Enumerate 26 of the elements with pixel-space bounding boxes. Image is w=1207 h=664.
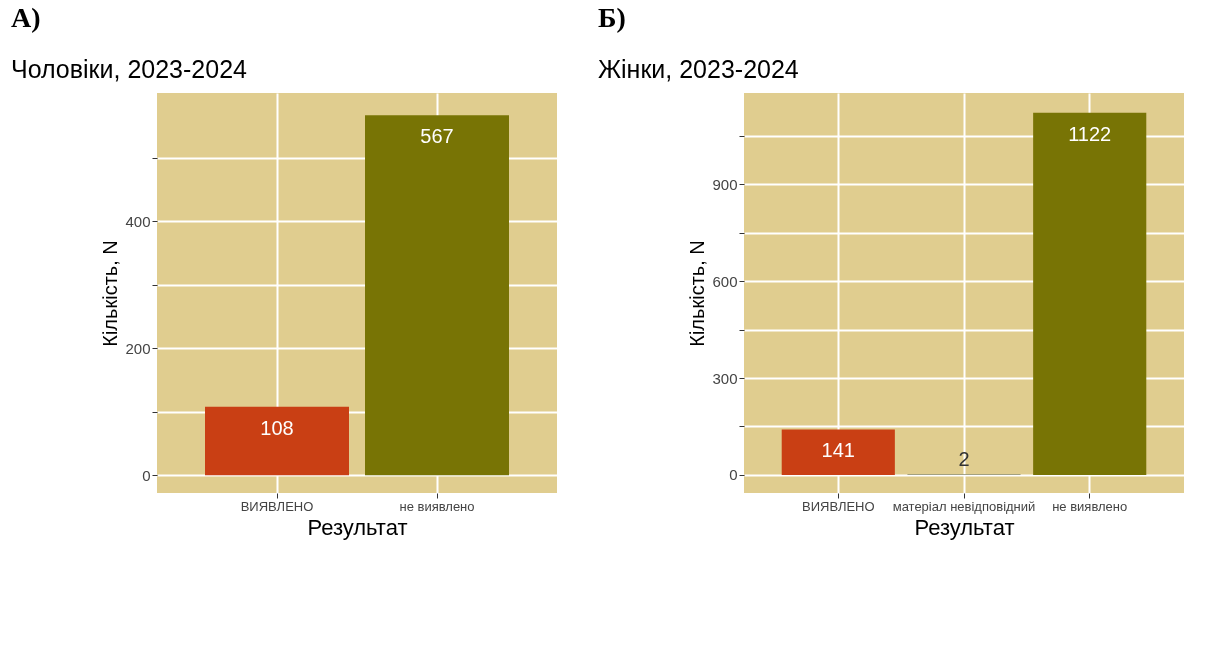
y-tick-label: 300 [712,369,738,387]
x-tick-label: не виявлено [399,498,475,514]
bar [781,429,895,475]
y-tick-label: 200 [125,339,151,357]
data-label: 567 [420,125,454,148]
y-axis-title: Кількість, N [686,240,709,347]
y-tick-label: 0 [729,466,738,484]
x-axis-title: Результат [914,514,1015,540]
x-tick-label: не виявлено [1052,498,1128,514]
chart-title: Жінки, 2023-2024 [597,55,799,83]
x-tick-label: ВИЯВЛЕНО [801,498,875,514]
text: Б) [597,2,626,33]
y-tick-label: 600 [712,272,738,290]
y-tick-label: 900 [712,175,738,193]
y-tick-label: 400 [125,212,151,230]
y-axis-title: Кількість, N [99,240,122,347]
text: А) [10,2,41,33]
data-label: 141 [821,439,855,462]
chart-title: Чоловіки, 2023-2024 [10,55,248,83]
x-tick-label: ВИЯВЛЕНО [240,498,314,514]
x-axis-title: Результат [307,514,408,540]
y-tick-label: 0 [142,466,151,484]
x-tick-label: матеріал невідповідний [892,498,1036,514]
data-label: 108 [260,416,294,439]
data-label: 1122 [1068,122,1112,145]
bar [1033,112,1147,475]
